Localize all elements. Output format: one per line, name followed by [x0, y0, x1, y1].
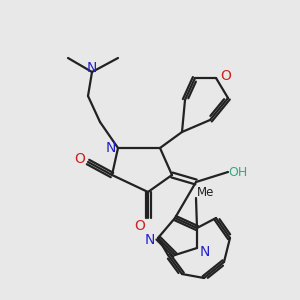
Text: O: O: [75, 152, 86, 166]
Text: Me: Me: [197, 185, 215, 199]
Text: N: N: [145, 233, 155, 247]
Text: O: O: [220, 69, 231, 83]
Text: N: N: [200, 245, 210, 259]
Text: O: O: [135, 219, 146, 233]
Text: N: N: [87, 61, 97, 75]
Text: OH: OH: [228, 166, 248, 178]
Text: N: N: [106, 141, 116, 155]
